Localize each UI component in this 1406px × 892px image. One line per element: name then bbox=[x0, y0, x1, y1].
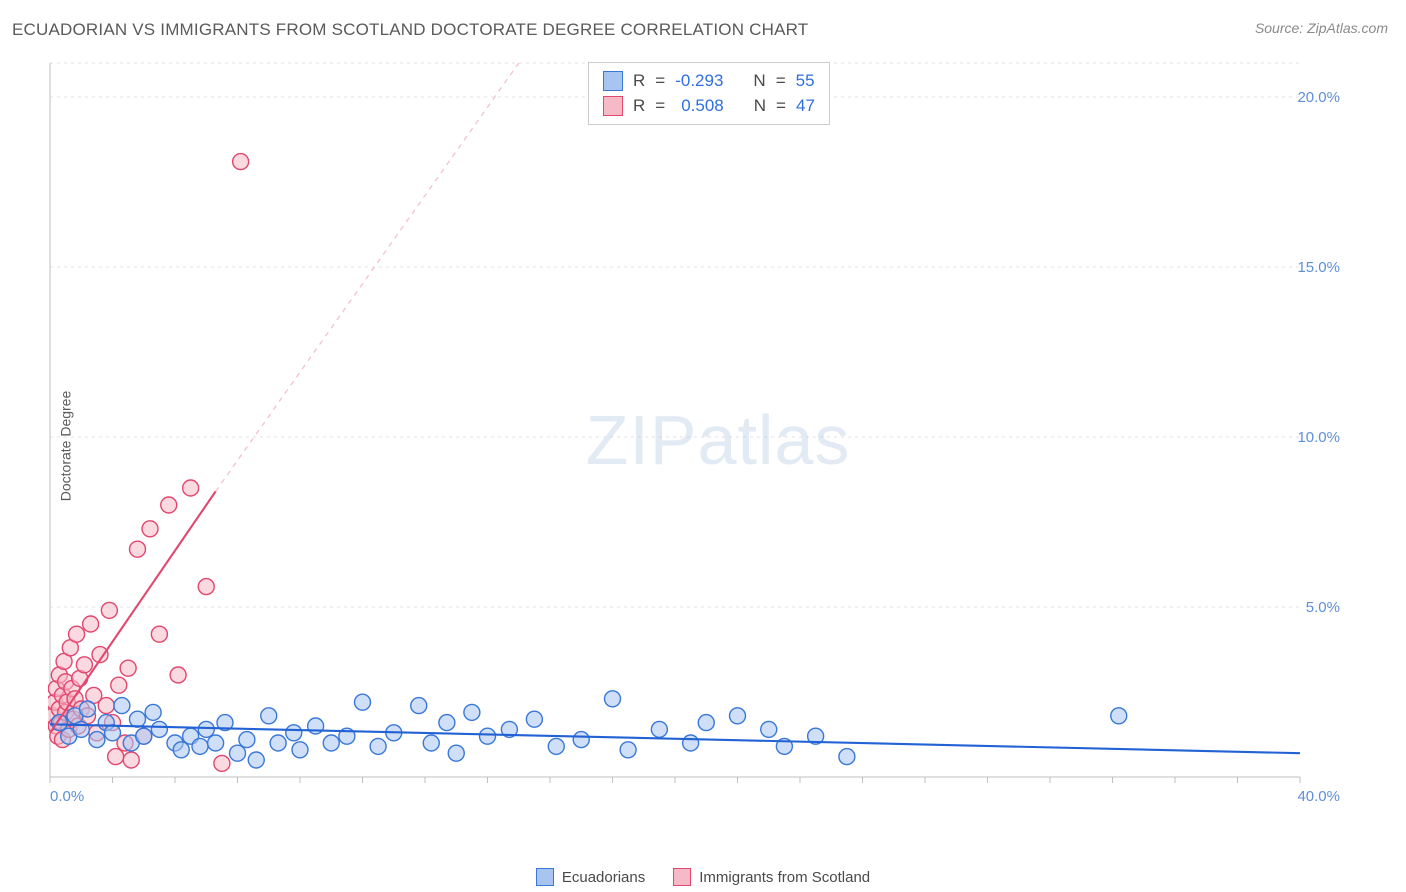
stats-R-ecu: -0.293 bbox=[675, 69, 723, 94]
scatter-plot: 5.0% 10.0% 15.0% 20.0% 0.0% 40.0% bbox=[48, 55, 1388, 825]
legend-label-scotland: Immigrants from Scotland bbox=[699, 869, 870, 886]
stats-row-scotland: R = 0.508 N = 47 bbox=[603, 94, 815, 119]
swatch-scotland bbox=[603, 96, 623, 116]
legend-label-ecuadorians: Ecuadorians bbox=[562, 869, 645, 886]
stats-N-sco: 47 bbox=[796, 94, 815, 119]
legend-swatch-ecuadorians bbox=[536, 868, 554, 886]
stats-R-sco: 0.508 bbox=[675, 94, 724, 119]
stats-eq3: = bbox=[655, 94, 665, 119]
svg-text:5.0%: 5.0% bbox=[1306, 599, 1340, 616]
bottom-legend: Ecuadorians Immigrants from Scotland bbox=[0, 868, 1406, 886]
legend-item-ecuadorians: Ecuadorians bbox=[536, 868, 645, 886]
stats-row-ecuadorians: R = -0.293 N = 55 bbox=[603, 69, 815, 94]
svg-text:40.0%: 40.0% bbox=[1297, 788, 1340, 805]
stats-box: R = -0.293 N = 55 R = 0.508 N = 47 bbox=[588, 62, 830, 125]
source-label: Source: ZipAtlas.com bbox=[1255, 20, 1388, 36]
stats-R-label2: R bbox=[633, 94, 645, 119]
stats-eq: = bbox=[655, 69, 665, 94]
stats-R-label: R bbox=[633, 69, 645, 94]
svg-text:15.0%: 15.0% bbox=[1297, 259, 1340, 276]
chart-title: ECUADORIAN VS IMMIGRANTS FROM SCOTLAND D… bbox=[12, 20, 808, 40]
stats-N-label: N bbox=[753, 69, 765, 94]
svg-text:20.0%: 20.0% bbox=[1297, 89, 1340, 106]
svg-text:0.0%: 0.0% bbox=[50, 788, 84, 805]
svg-text:10.0%: 10.0% bbox=[1297, 429, 1340, 446]
stats-N-label2: N bbox=[754, 94, 766, 119]
legend-item-scotland: Immigrants from Scotland bbox=[673, 868, 870, 886]
stats-eq4: = bbox=[776, 94, 786, 119]
legend-swatch-scotland bbox=[673, 868, 691, 886]
stats-N-ecu: 55 bbox=[796, 69, 815, 94]
swatch-ecuadorians bbox=[603, 71, 623, 91]
stats-eq2: = bbox=[776, 69, 786, 94]
chart-area: 5.0%10.0%15.0%20.0%0.0%40.0% ZIPatlas R … bbox=[48, 55, 1388, 825]
